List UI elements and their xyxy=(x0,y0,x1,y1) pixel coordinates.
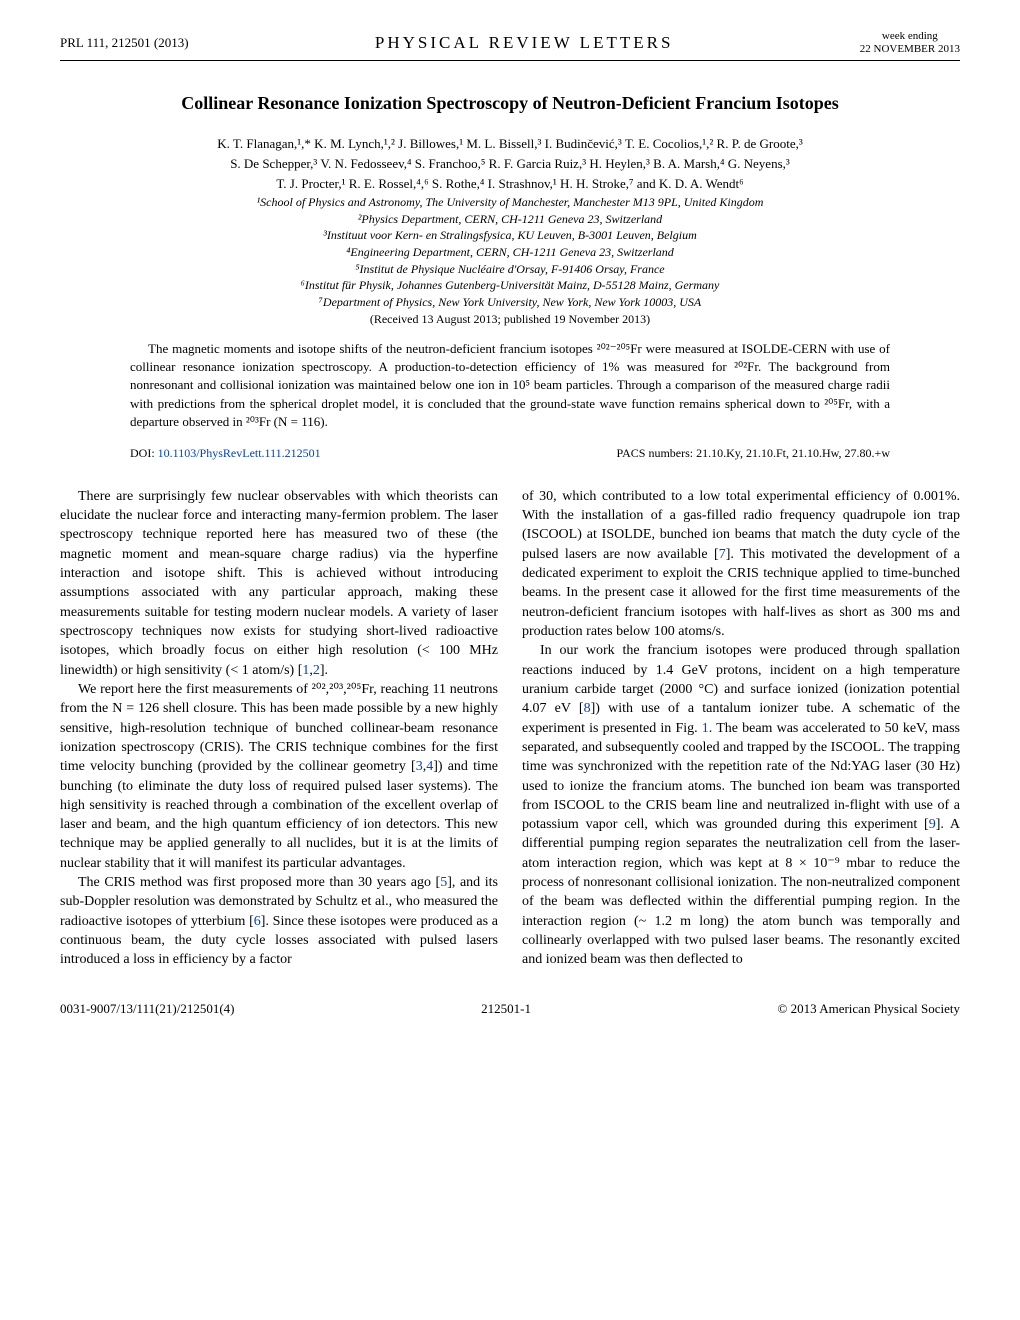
para-3: The CRIS method was first proposed more … xyxy=(60,873,498,970)
pacs-numbers: PACS numbers: 21.10.Ky, 21.10.Ft, 21.10.… xyxy=(617,445,890,462)
affiliation-2: ²Physics Department, CERN, CH-1211 Genev… xyxy=(60,212,960,228)
ref-8[interactable]: 8 xyxy=(584,701,591,716)
left-column: There are surprisingly few nuclear obser… xyxy=(60,487,498,970)
authors-line-1: K. T. Flanagan,¹,* K. M. Lynch,¹,² J. Bi… xyxy=(60,135,960,153)
affiliation-4: ⁴Engineering Department, CERN, CH-1211 G… xyxy=(60,245,960,261)
ref-3[interactable]: 3 xyxy=(416,759,423,774)
ref-1[interactable]: 1 xyxy=(302,663,309,678)
para-5: In our work the francium isotopes were p… xyxy=(522,641,960,969)
footer-left: 0031-9007/13/111(21)/212501(4) xyxy=(60,1000,235,1018)
doi: DOI: 10.1103/PhysRevLett.111.212501 xyxy=(130,445,321,462)
paper-title: Collinear Resonance Ionization Spectrosc… xyxy=(60,91,960,116)
fig-1[interactable]: 1 xyxy=(702,721,709,736)
affiliation-6: ⁶Institut für Physik, Johannes Gutenberg… xyxy=(60,278,960,294)
para-2: We report here the first measurements of… xyxy=(60,680,498,873)
doi-pacs-row: DOI: 10.1103/PhysRevLett.111.212501 PACS… xyxy=(130,445,890,462)
ref-7[interactable]: 7 xyxy=(719,547,726,562)
ref-2[interactable]: 2 xyxy=(313,663,320,678)
footer-center: 212501-1 xyxy=(481,1000,531,1018)
affiliation-3: ³Instituut voor Kern- en Stralingsfysica… xyxy=(60,228,960,244)
page-footer: 0031-9007/13/111(21)/212501(4) 212501-1 … xyxy=(60,1000,960,1018)
body-text: There are surprisingly few nuclear obser… xyxy=(60,487,960,970)
footer-right: © 2013 American Physical Society xyxy=(778,1000,960,1018)
para-1: There are surprisingly few nuclear obser… xyxy=(60,487,498,680)
affiliation-5: ⁵Institut de Physique Nucléaire d'Orsay,… xyxy=(60,262,960,278)
para-4: of 30, which contributed to a low total … xyxy=(522,487,960,642)
abstract: The magnetic moments and isotope shifts … xyxy=(130,340,890,431)
page-header: PRL 111, 212501 (2013) PHYSICAL REVIEW L… xyxy=(60,30,960,61)
authors-line-3: T. J. Procter,¹ R. E. Rossel,⁴,⁶ S. Roth… xyxy=(60,175,960,193)
journal-title: PHYSICAL REVIEW LETTERS xyxy=(375,31,674,55)
ref-9[interactable]: 9 xyxy=(929,817,936,832)
right-column: of 30, which contributed to a low total … xyxy=(522,487,960,970)
affiliation-1: ¹School of Physics and Astronomy, The Un… xyxy=(60,195,960,211)
authors-line-2: S. De Schepper,³ V. N. Fedosseev,⁴ S. Fr… xyxy=(60,155,960,173)
received-date: (Received 13 August 2013; published 19 N… xyxy=(60,311,960,328)
doi-link[interactable]: 10.1103/PhysRevLett.111.212501 xyxy=(158,446,321,460)
ref-6[interactable]: 6 xyxy=(254,914,261,929)
affiliation-7: ⁷Department of Physics, New York Univers… xyxy=(60,295,960,311)
issue-date: week ending 22 NOVEMBER 2013 xyxy=(860,30,960,56)
journal-ref: PRL 111, 212501 (2013) xyxy=(60,34,189,52)
